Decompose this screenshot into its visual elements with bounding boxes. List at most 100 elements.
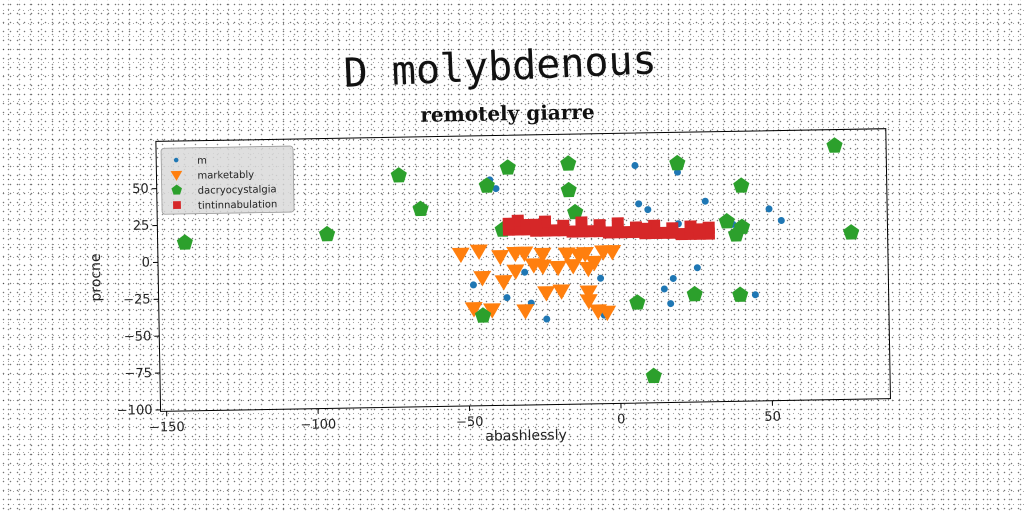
- data-point: [733, 218, 751, 235]
- data-point: [529, 218, 543, 231]
- data-point: [777, 217, 785, 225]
- data-point: [826, 137, 843, 153]
- data-point: [667, 300, 675, 308]
- x-tick-label: −150: [149, 420, 185, 436]
- data-point: [506, 264, 525, 280]
- figure-title-group: D molybdenous: [343, 37, 658, 97]
- data-point: [693, 264, 701, 272]
- x-axis-label: abashlessly: [485, 427, 567, 444]
- chart: remotely giarre −150 −100 −50 0 5050250−25−5…: [88, 100, 891, 445]
- data-point: [631, 162, 639, 170]
- data-point: [567, 203, 584, 220]
- series-4: [502, 214, 715, 241]
- y-axis-label: procne: [88, 253, 105, 301]
- data-point: [701, 197, 709, 205]
- data-point: [469, 281, 477, 289]
- data-marks: [176, 137, 860, 384]
- data-point: [469, 244, 488, 260]
- data-point: [843, 224, 860, 240]
- data-point: [732, 286, 749, 302]
- data-point: [575, 216, 588, 229]
- data-point: [611, 217, 624, 230]
- y-tick-label: 25: [133, 219, 150, 234]
- data-point: [645, 367, 662, 384]
- legend-marker: [173, 157, 179, 163]
- x-tick-label: 50: [764, 410, 781, 425]
- data-point: [537, 286, 556, 302]
- legend-entry: tintinnabulation: [173, 199, 277, 212]
- data-point: [593, 219, 606, 232]
- data-point: [521, 268, 529, 276]
- data-point: [557, 247, 576, 263]
- data-point: [629, 294, 646, 310]
- data-point: [548, 260, 567, 277]
- legend-entry: marketably: [170, 170, 254, 182]
- y-tick-label: 50: [132, 182, 149, 197]
- legend-marker: [173, 201, 181, 210]
- plot-area: [155, 128, 891, 412]
- data-point: [318, 225, 336, 242]
- data-point: [499, 159, 516, 175]
- legend-label: m: [197, 156, 207, 167]
- data-point: [451, 247, 470, 264]
- x-tick-label: 0: [617, 412, 626, 427]
- data-point: [579, 294, 598, 310]
- legend: m marketably dacryocystalgia tintinnabulati…: [160, 145, 295, 215]
- data-point: [464, 302, 483, 318]
- data-point: [494, 275, 513, 291]
- data-point: [390, 167, 407, 183]
- data-point: [552, 284, 571, 300]
- data-point: [693, 223, 706, 236]
- data-point: [765, 205, 773, 213]
- y-tick-label: −25: [123, 292, 151, 307]
- data-point: [474, 307, 492, 323]
- data-point: [176, 234, 193, 250]
- data-point: [560, 155, 577, 171]
- data-point: [412, 200, 429, 217]
- data-point: [718, 212, 735, 229]
- data-point: [579, 285, 598, 301]
- data-point: [597, 274, 605, 282]
- series-2: [451, 244, 622, 322]
- x-tick-label: −50: [456, 415, 484, 430]
- data-point: [666, 222, 679, 235]
- data-point: [515, 246, 534, 263]
- data-point: [751, 291, 759, 299]
- legend-label: tintinnabulation: [198, 199, 277, 211]
- x-tick-label: −100: [300, 417, 336, 433]
- figure-title: D molybdenous: [343, 37, 658, 97]
- data-point: [673, 168, 681, 176]
- series-3: [176, 137, 860, 384]
- data-point: [533, 259, 552, 275]
- data-point: [669, 274, 677, 282]
- legend-label: marketably: [197, 170, 254, 182]
- data-point: [635, 200, 643, 208]
- data-point: [733, 177, 750, 193]
- data-point: [533, 247, 552, 264]
- data-point: [473, 270, 492, 287]
- data-point: [669, 154, 686, 171]
- data-point: [560, 181, 577, 198]
- chart-title: remotely giarre: [420, 100, 595, 127]
- y-tick-label: −75: [124, 366, 152, 381]
- data-point: [660, 285, 668, 293]
- y-tick-label: −100: [117, 403, 153, 419]
- data-point: [639, 222, 652, 235]
- data-point: [585, 255, 604, 272]
- data-point: [492, 185, 500, 193]
- legend-frame: [160, 145, 295, 215]
- data-point: [686, 285, 703, 302]
- data-point: [491, 249, 510, 266]
- legend-entry: m: [173, 156, 207, 167]
- data-point: [569, 248, 588, 265]
- data-point: [557, 219, 570, 232]
- legend-label: dacryocystalgia: [198, 184, 277, 196]
- legend-marker: [170, 170, 183, 181]
- legend-marker: [171, 184, 182, 195]
- data-point: [563, 259, 582, 275]
- data-point: [598, 305, 617, 322]
- data-point: [644, 206, 652, 214]
- data-point: [482, 303, 501, 319]
